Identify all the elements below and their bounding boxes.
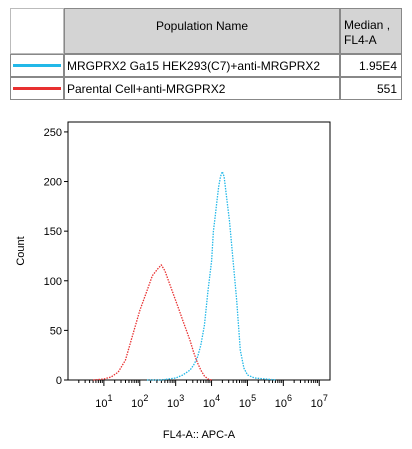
legend-swatch-cell bbox=[10, 54, 64, 77]
header-population-name: Population Name bbox=[64, 8, 340, 54]
legend-swatch-line bbox=[13, 64, 61, 67]
plot-frame bbox=[67, 121, 331, 381]
y-tick-label: 250 bbox=[44, 127, 62, 139]
legend-population-name: MRGPRX2 Ga15 HEK293(C7)+anti-MRGPRX2 bbox=[64, 54, 340, 77]
legend-swatch-cell bbox=[10, 77, 64, 100]
legend-table: Population Name Median , FL4-A MRGPRX2 Ga1… bbox=[10, 8, 402, 100]
series-line-mrgprx2 bbox=[147, 170, 277, 381]
legend-population-name: Parental Cell+anti-MRGPRX2 bbox=[64, 77, 340, 100]
header-blank-cell bbox=[10, 8, 64, 54]
x-axis-label: FL4-A:: APC-A bbox=[163, 429, 236, 441]
x-tick-label: 103 bbox=[167, 393, 184, 410]
legend-swatch-line bbox=[13, 87, 61, 90]
x-tick-label: 104 bbox=[203, 393, 220, 410]
x-tick-label: 107 bbox=[311, 393, 328, 410]
x-tick-label: 106 bbox=[275, 393, 292, 410]
y-tick-label: 100 bbox=[44, 276, 62, 288]
y-tick-label: 0 bbox=[56, 375, 62, 387]
legend-median-value: 551 bbox=[340, 77, 402, 100]
series-line-parental bbox=[93, 264, 212, 381]
y-axis-label: Count bbox=[15, 236, 27, 265]
legend-median-value: 1.95E4 bbox=[340, 54, 402, 77]
x-tick-label: 101 bbox=[95, 393, 112, 410]
x-tick-label: 105 bbox=[239, 393, 256, 410]
header-median: Median , FL4-A bbox=[340, 8, 402, 54]
x-tick-label: 102 bbox=[131, 393, 148, 410]
y-tick-label: 150 bbox=[44, 226, 62, 238]
y-tick-label: 200 bbox=[44, 177, 62, 189]
y-tick-label: 50 bbox=[50, 325, 62, 337]
